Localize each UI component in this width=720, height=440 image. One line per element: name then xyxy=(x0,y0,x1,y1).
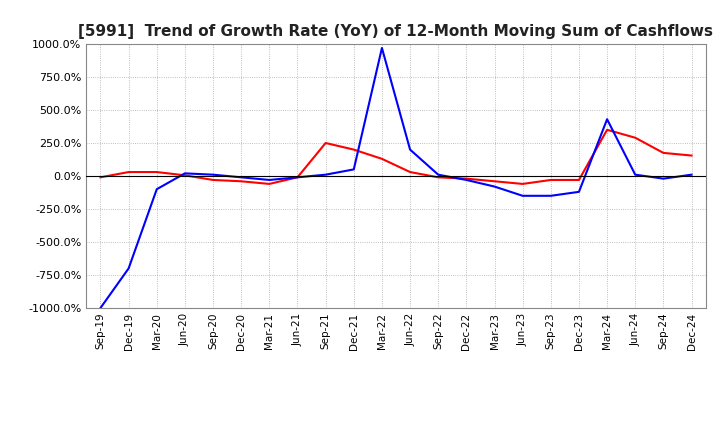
Operating Cashflow xyxy=(631,135,639,140)
Operating Cashflow xyxy=(321,140,330,146)
Free Cashflow xyxy=(181,171,189,176)
Free Cashflow xyxy=(462,177,471,183)
Operating Cashflow xyxy=(687,153,696,158)
Free Cashflow xyxy=(96,305,105,311)
Free Cashflow xyxy=(237,175,246,180)
Operating Cashflow xyxy=(181,172,189,178)
Operating Cashflow xyxy=(434,175,443,180)
Free Cashflow xyxy=(518,193,527,198)
Free Cashflow xyxy=(265,177,274,183)
Title: [5991]  Trend of Growth Rate (YoY) of 12-Month Moving Sum of Cashflows: [5991] Trend of Growth Rate (YoY) of 12-… xyxy=(78,24,714,39)
Free Cashflow xyxy=(603,117,611,122)
Free Cashflow xyxy=(575,189,583,194)
Free Cashflow xyxy=(546,193,555,198)
Free Cashflow xyxy=(490,184,499,189)
Free Cashflow xyxy=(631,172,639,177)
Free Cashflow xyxy=(434,172,443,177)
Free Cashflow xyxy=(153,187,161,192)
Operating Cashflow xyxy=(349,147,358,152)
Operating Cashflow xyxy=(96,175,105,180)
Operating Cashflow xyxy=(603,127,611,132)
Free Cashflow xyxy=(349,167,358,172)
Operating Cashflow xyxy=(125,169,133,175)
Free Cashflow xyxy=(687,172,696,177)
Free Cashflow xyxy=(209,172,217,177)
Operating Cashflow xyxy=(406,169,415,175)
Free Cashflow xyxy=(377,45,386,51)
Operating Cashflow xyxy=(377,156,386,161)
Operating Cashflow xyxy=(518,181,527,187)
Free Cashflow xyxy=(293,175,302,180)
Free Cashflow xyxy=(125,266,133,271)
Operating Cashflow xyxy=(659,150,667,156)
Operating Cashflow xyxy=(153,169,161,175)
Free Cashflow xyxy=(406,147,415,152)
Operating Cashflow xyxy=(546,177,555,183)
Line: Operating Cashflow: Operating Cashflow xyxy=(101,130,691,184)
Operating Cashflow xyxy=(209,177,217,183)
Operating Cashflow xyxy=(575,177,583,183)
Free Cashflow xyxy=(321,172,330,177)
Operating Cashflow xyxy=(490,179,499,184)
Operating Cashflow xyxy=(293,175,302,180)
Operating Cashflow xyxy=(237,179,246,184)
Operating Cashflow xyxy=(265,181,274,187)
Free Cashflow xyxy=(659,176,667,181)
Line: Free Cashflow: Free Cashflow xyxy=(101,48,691,308)
Operating Cashflow xyxy=(462,176,471,181)
